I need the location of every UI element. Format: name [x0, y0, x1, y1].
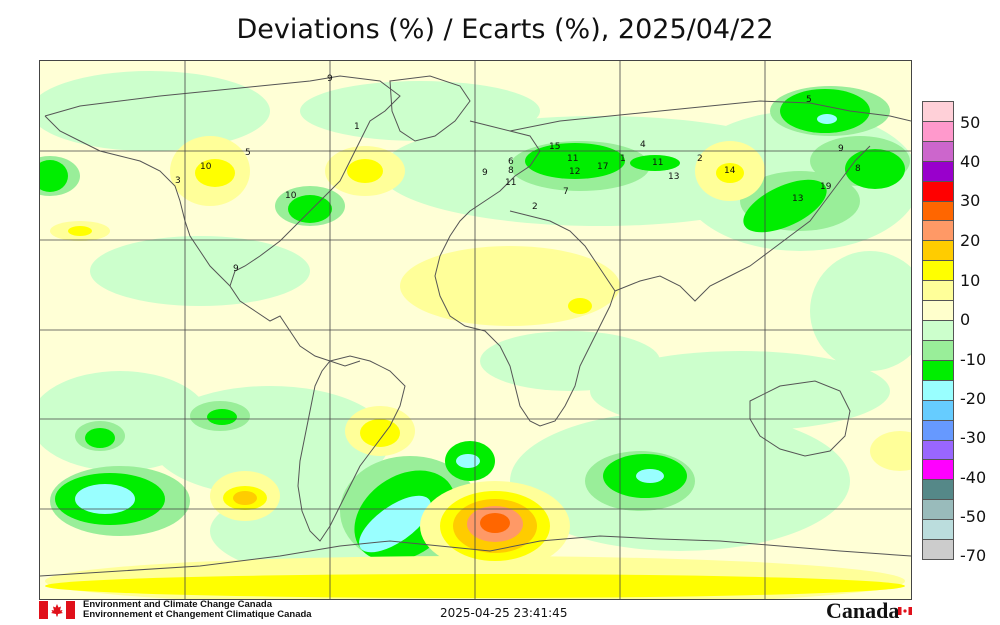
legend-swatch [922, 419, 954, 441]
station-label: 11 [505, 178, 516, 188]
legend-label: 40 [960, 152, 981, 171]
station-label: 8 [508, 166, 514, 176]
station-label: 9 [482, 168, 488, 178]
legend-swatch [922, 120, 954, 142]
canada-flag-icon [39, 601, 75, 623]
agency-name: Environment and Climate Change Canada En… [83, 600, 312, 620]
legend-label: 10 [960, 271, 981, 290]
station-label: 2 [697, 154, 703, 164]
legend-label: 20 [960, 231, 981, 250]
station-label: 13 [668, 172, 679, 182]
legend-label: -70 [960, 546, 987, 565]
wordmark-flag-icon [898, 600, 912, 619]
station-label: 10 [200, 162, 212, 172]
legend-swatch [922, 399, 954, 421]
station-label: 17 [597, 162, 608, 172]
legend-swatch [922, 260, 954, 282]
legend-swatch [922, 539, 954, 560]
legend-label: -30 [960, 428, 987, 447]
legend-swatch [922, 200, 954, 222]
agency-name-fr: Environnement et Changement Climatique C… [83, 609, 312, 620]
legend-label: -50 [960, 507, 987, 526]
legend-labels: 50 40 30 20 10 0 -10 -20 -30 -40 -50 -70 [960, 101, 1000, 571]
legend-swatch [922, 240, 954, 262]
station-label: 7 [563, 187, 569, 197]
station-label: 3 [175, 176, 181, 186]
station-label: 4 [640, 140, 646, 150]
legend-swatch [922, 320, 954, 341]
color-legend [922, 101, 956, 560]
legend-swatch [922, 220, 954, 242]
station-label: 14 [724, 166, 736, 176]
station-label: 8 [855, 164, 861, 174]
legend-swatch [922, 519, 954, 541]
timestamp: 2025-04-25 23:41:45 [440, 606, 568, 620]
legend-label: 30 [960, 191, 981, 210]
map-panel: 9 10 5 3 10 9 15 6 9 11 12 1 8 7 2 11 17… [39, 60, 912, 600]
legend-label: 0 [960, 310, 971, 329]
legend-swatch [922, 280, 954, 302]
station-label: 11 [567, 154, 578, 164]
legend-label: -20 [960, 389, 987, 408]
station-label: 19 [820, 182, 832, 192]
legend-swatch [922, 140, 954, 162]
legend-swatch [922, 300, 954, 322]
legend-swatch [922, 499, 954, 521]
legend-swatch [922, 379, 954, 401]
station-label: 13 [792, 194, 803, 204]
legend-label: 50 [960, 113, 981, 132]
station-label: 1 [620, 154, 626, 164]
legend-swatch [922, 180, 954, 202]
legend-swatch [922, 479, 954, 501]
legend-swatch [922, 101, 954, 122]
station-label: 2 [532, 202, 538, 212]
legend-swatch [922, 459, 954, 481]
station-label: 5 [245, 148, 251, 158]
page-title: Deviations (%) / Ecarts (%), 2025/04/22 [236, 14, 774, 45]
legend-swatch [922, 160, 954, 182]
legend-swatch [922, 339, 954, 361]
legend-swatch [922, 439, 954, 461]
station-label: 10 [285, 191, 297, 201]
legend-swatch [922, 359, 954, 381]
legend-label: -40 [960, 468, 987, 487]
legend-label: -10 [960, 350, 987, 369]
agency-name-en: Environment and Climate Change Canada [83, 599, 272, 610]
station-label: 1 [354, 122, 360, 132]
deviation-map: 9 10 5 3 10 9 15 6 9 11 12 1 8 7 2 11 17… [40, 61, 911, 599]
station-label: 11 [652, 158, 663, 168]
station-label: 9 [233, 264, 239, 274]
canada-wordmark: Canada [826, 598, 900, 623]
station-label: 9 [327, 74, 333, 84]
station-label: 15 [549, 142, 560, 152]
station-labels: 9 10 5 3 10 9 15 6 9 11 12 1 8 7 2 11 17… [175, 74, 861, 274]
station-label: 12 [569, 167, 580, 177]
station-label: 9 [838, 144, 844, 154]
station-label: 6 [508, 157, 514, 167]
station-label: 5 [806, 95, 812, 105]
